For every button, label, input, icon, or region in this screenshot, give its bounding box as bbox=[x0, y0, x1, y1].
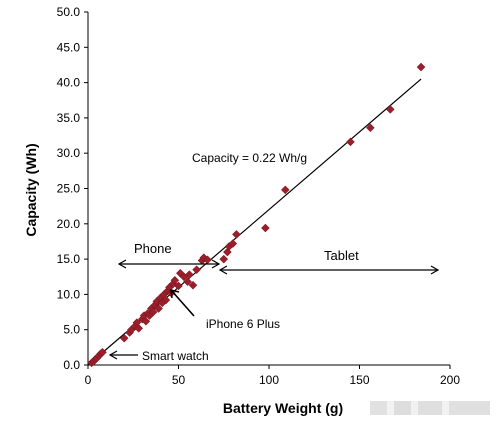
data-point bbox=[134, 323, 144, 333]
data-points bbox=[87, 62, 426, 368]
tablet-label: Tablet bbox=[324, 248, 359, 263]
smartwatch-pointer-arrow bbox=[108, 350, 138, 360]
data-point bbox=[366, 123, 375, 133]
y-tick-label: 50.0 bbox=[57, 5, 81, 19]
phone-range-arrow bbox=[117, 259, 221, 269]
data-point bbox=[416, 62, 426, 72]
ticks: 0.0 5.0 10.0 15.0 20.0 25.0 30.0 35.0 40.0 45.0 50… bbox=[57, 5, 461, 387]
data-point bbox=[183, 277, 192, 287]
data-point bbox=[280, 185, 290, 195]
y-tick-label: 25.0 bbox=[57, 182, 81, 196]
x-tick-label: 0 bbox=[85, 373, 92, 387]
data-point bbox=[232, 230, 241, 239]
y-tick-label: 45.0 bbox=[57, 40, 81, 54]
x-axis-title: Battery Weight (g) bbox=[223, 400, 343, 416]
data-point bbox=[148, 307, 158, 317]
smartwatch-label: Smart watch bbox=[142, 349, 209, 363]
data-point bbox=[141, 316, 151, 326]
data-point bbox=[261, 223, 270, 233]
data-point bbox=[346, 137, 355, 147]
data-point bbox=[119, 333, 129, 343]
axes bbox=[87, 12, 450, 366]
data-point bbox=[219, 254, 229, 264]
data-point bbox=[385, 105, 395, 114]
equation-label: Capacity = 0.22 Wh/g bbox=[192, 151, 307, 165]
x-tick-label: 200 bbox=[440, 373, 460, 387]
y-axis-title: Capacity (Wh) bbox=[23, 143, 39, 236]
data-point bbox=[161, 295, 171, 305]
y-tick-label: 10.0 bbox=[57, 287, 81, 301]
y-tick-label: 20.0 bbox=[57, 217, 81, 231]
x-tick-label: 100 bbox=[259, 373, 279, 387]
tablet-range-arrow bbox=[218, 265, 440, 275]
data-point bbox=[185, 270, 194, 279]
data-point bbox=[228, 239, 238, 248]
y-tick-label: 0.0 bbox=[63, 358, 80, 372]
data-point bbox=[188, 280, 198, 290]
data-point bbox=[98, 347, 107, 357]
y-tick-label: 40.0 bbox=[57, 76, 81, 90]
data-point bbox=[170, 275, 180, 285]
y-tick-label: 35.0 bbox=[57, 111, 81, 125]
watermark-image bbox=[370, 401, 490, 415]
data-point bbox=[154, 304, 163, 313]
iphone-pointer-arrow bbox=[170, 288, 195, 317]
y-tick-label: 30.0 bbox=[57, 146, 81, 160]
iphone-label: iPhone 6 Plus bbox=[206, 317, 280, 331]
x-tick-label: 150 bbox=[349, 373, 369, 387]
y-tick-label: 15.0 bbox=[57, 252, 81, 266]
x-tick-label: 50 bbox=[172, 373, 186, 387]
y-tick-label: 5.0 bbox=[63, 323, 80, 337]
phone-label: Phone bbox=[134, 241, 172, 256]
data-point bbox=[174, 281, 183, 291]
data-point bbox=[192, 265, 201, 275]
